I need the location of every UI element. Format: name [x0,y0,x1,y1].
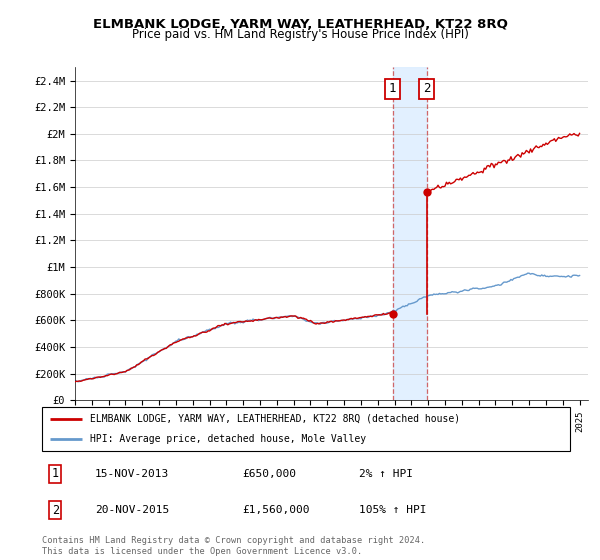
Text: ELMBANK LODGE, YARM WAY, LEATHERHEAD, KT22 8RQ: ELMBANK LODGE, YARM WAY, LEATHERHEAD, KT… [92,18,508,31]
Text: 1: 1 [52,468,59,480]
Text: 2: 2 [423,82,430,95]
Text: Contains HM Land Registry data © Crown copyright and database right 2024.
This d: Contains HM Land Registry data © Crown c… [42,536,425,556]
Text: 1: 1 [389,82,397,95]
Text: £1,560,000: £1,560,000 [242,505,310,515]
Bar [392,67,427,400]
Text: Price paid vs. HM Land Registry's House Price Index (HPI): Price paid vs. HM Land Registry's House … [131,28,469,41]
Text: 15-NOV-2013: 15-NOV-2013 [95,469,169,479]
Text: £650,000: £650,000 [242,469,296,479]
Text: HPI: Average price, detached house, Mole Valley: HPI: Average price, detached house, Mole… [89,434,365,444]
Text: 20-NOV-2015: 20-NOV-2015 [95,505,169,515]
Text: 105% ↑ HPI: 105% ↑ HPI [359,505,426,515]
Text: ELMBANK LODGE, YARM WAY, LEATHERHEAD, KT22 8RQ (detached house): ELMBANK LODGE, YARM WAY, LEATHERHEAD, KT… [89,414,460,424]
FancyBboxPatch shape [42,407,570,451]
Text: 2% ↑ HPI: 2% ↑ HPI [359,469,413,479]
Text: 2: 2 [52,504,59,517]
